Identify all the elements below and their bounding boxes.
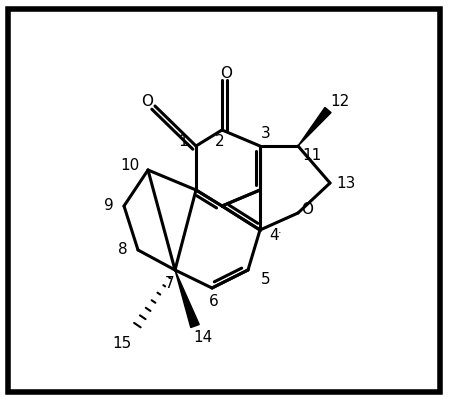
Polygon shape: [298, 107, 331, 146]
Text: 10: 10: [121, 158, 140, 172]
Text: ·: ·: [278, 228, 282, 238]
Text: 13: 13: [336, 176, 356, 191]
Text: O: O: [141, 94, 153, 109]
Text: 5: 5: [261, 273, 271, 287]
Text: 4: 4: [269, 228, 279, 242]
Text: O: O: [301, 203, 313, 217]
Polygon shape: [175, 270, 199, 328]
Text: 15: 15: [112, 336, 131, 351]
Text: 7: 7: [165, 275, 175, 291]
Text: 9: 9: [104, 199, 114, 213]
Text: 14: 14: [194, 330, 212, 345]
Text: 8: 8: [118, 242, 128, 258]
Text: 12: 12: [330, 94, 350, 109]
Text: 3: 3: [261, 127, 271, 142]
Text: O: O: [220, 66, 232, 82]
Text: 1: 1: [178, 135, 188, 150]
Text: 2: 2: [215, 135, 225, 150]
Text: 6: 6: [209, 295, 219, 310]
Text: 11: 11: [302, 148, 322, 164]
